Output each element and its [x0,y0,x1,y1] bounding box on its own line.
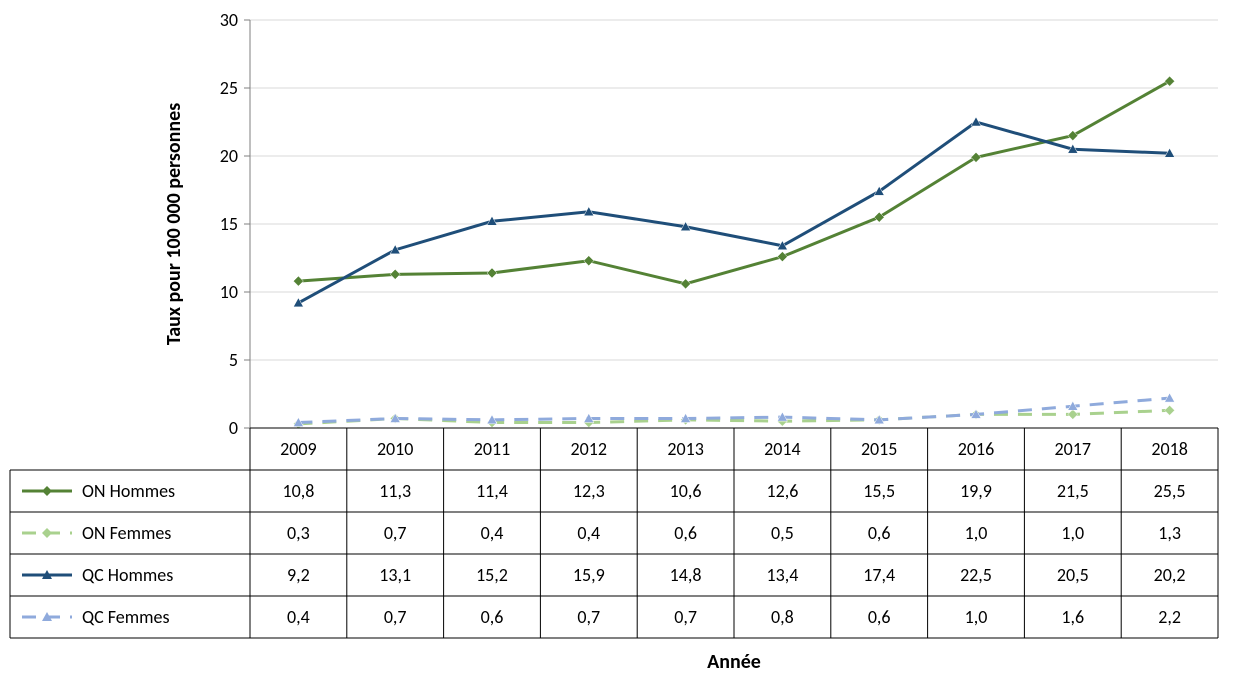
table-data-cell: 13,1 [379,564,411,586]
table-data-cell: 2,2 [1158,606,1181,628]
table-data-cell: 0,5 [771,522,794,544]
legend-label: ON Femmes [82,522,171,544]
table-data-cell: 1,6 [1061,606,1084,628]
table-data-cell: 0,6 [868,522,891,544]
table-data-cell: 1,3 [1158,522,1181,544]
table-data-cell: 19,9 [960,480,992,502]
table-header-cell: 2010 [377,438,414,460]
table-data-cell: 0,4 [577,522,600,544]
table-data-cell: 1,0 [965,606,988,628]
table-data-cell: 0,8 [771,606,794,628]
table-data-cell: 0,4 [481,522,504,544]
table-data-cell: 10,8 [282,480,314,502]
legend-label: QC Hommes [82,564,173,586]
table-header-cell: 2015 [861,438,898,460]
table-data-cell: 0,7 [674,606,697,628]
table-data-cell: 25,5 [1154,480,1186,502]
table-data-cell: 0,3 [287,522,310,544]
table-data-cell: 17,4 [863,564,895,586]
table-data-cell: 9,2 [287,564,310,586]
chart-container: 0 5 10 15 20 25 30 Taux pour 100 000 personnes 2… [0,0,1248,674]
y-axis-label: Taux pour 100 000 personnes [162,103,186,345]
y-tick-label: 30 [220,9,238,31]
table-data-cell: 12,6 [766,480,798,502]
table-data-cell: 0,7 [384,606,407,628]
table-data-cell: 20,5 [1057,564,1089,586]
table-data-cell: 0,6 [868,606,891,628]
table-header-cell: 2014 [764,438,801,460]
table-data-cell: 15,5 [863,480,895,502]
table-data-cell: 20,2 [1154,564,1186,586]
table-data-cell: 1,0 [1061,522,1084,544]
x-axis-label: Année [707,650,761,674]
table-header-cell: 2016 [958,438,995,460]
table-header-cell: 2011 [474,438,511,460]
table-data-cell: 15,2 [476,564,508,586]
table-data-cell: 10,6 [670,480,702,502]
y-tick-label: 15 [220,213,238,235]
table-header-cell: 2018 [1151,438,1188,460]
table-data-cell: 12,3 [573,480,605,502]
legend-label: ON Hommes [82,480,175,502]
table-data-cell: 21,5 [1057,480,1089,502]
y-tick-label: 25 [220,77,238,99]
table-data-cell: 0,7 [577,606,600,628]
table-header-cell: 2009 [280,438,317,460]
table-data-cell: 13,4 [766,564,798,586]
y-tick-label: 0 [229,417,238,439]
y-tick-label: 5 [229,349,238,371]
legend-label: QC Femmes [82,606,170,628]
table-data-cell: 11,4 [476,480,508,502]
table-data-cell: 0,6 [674,522,697,544]
table-data-cell: 22,5 [960,564,992,586]
table-header-cell: 2017 [1055,438,1092,460]
y-tick-label: 10 [220,281,238,303]
table-data-cell: 0,4 [287,606,310,628]
line-chart: 0 5 10 15 20 25 30 Taux pour 100 000 personnes 2… [0,0,1248,674]
y-tick-label: 20 [220,145,238,167]
table-data-cell: 0,7 [384,522,407,544]
table-data-cell: 14,8 [670,564,702,586]
table-header-cell: 2013 [667,438,704,460]
table-data-cell: 11,3 [379,480,411,502]
table-data-cell: 1,0 [965,522,988,544]
table-data-cell: 15,9 [573,564,605,586]
table-header-cell: 2012 [571,438,608,460]
table-data-cell: 0,6 [481,606,504,628]
